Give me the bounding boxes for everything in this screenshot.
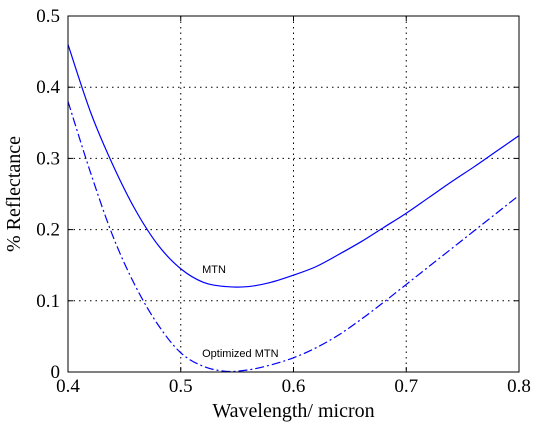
- y-tick-label: 0.1: [36, 291, 60, 312]
- y-tick-label: 0.2: [36, 220, 60, 241]
- annotations: MTN Optimized MTN: [202, 264, 278, 360]
- series-line-optimized-mtn: [67, 101, 520, 373]
- ticks: 0.4 0.5 0.6 0.7 0.8 0 0.1 0.2 0.3 0.4 0.5: [36, 6, 531, 397]
- x-tick-label: 0.8: [507, 376, 531, 397]
- x-axis-label: Wavelength/ micron: [212, 400, 374, 422]
- grid: [68, 16, 519, 372]
- x-tick-label: 0.4: [56, 376, 80, 397]
- x-tick-label: 0.7: [394, 376, 418, 397]
- y-tick-label: 0.4: [36, 77, 60, 98]
- y-tick-label: 0.3: [36, 148, 60, 169]
- series-group: [67, 44, 520, 373]
- y-axis-label: % Reflectance: [3, 136, 25, 252]
- series-line-mtn: [67, 44, 520, 288]
- y-tick-label: 0.5: [36, 6, 60, 27]
- x-tick-label: 0.5: [169, 376, 193, 397]
- annotation-label: Optimized MTN: [202, 348, 278, 360]
- x-tick-label: 0.6: [282, 376, 306, 397]
- annotation-label: MTN: [202, 264, 226, 276]
- y-tick-label: 0: [51, 362, 61, 383]
